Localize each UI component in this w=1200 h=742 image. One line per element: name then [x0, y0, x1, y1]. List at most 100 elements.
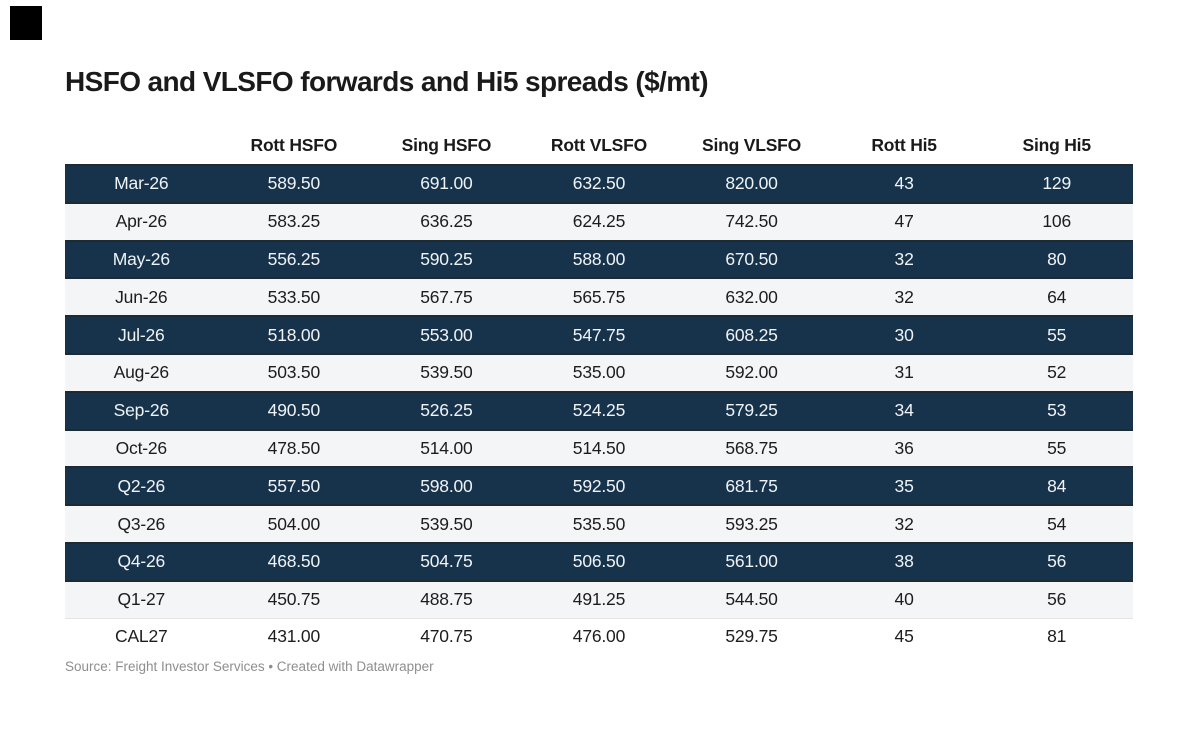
value-cell: 56	[980, 541, 1133, 582]
value-cell: 526.25	[370, 390, 523, 431]
table-row: Jun-26 533.50 567.75 565.75 632.00 32 64	[65, 278, 1133, 317]
value-cell: 64	[980, 278, 1133, 317]
value-cell: 106	[980, 202, 1133, 241]
table-row: Aug-26 503.50 539.50 535.00 592.00 31 52	[65, 353, 1133, 392]
row-label: Jun-26	[65, 278, 218, 317]
column-header: Sing Hi5	[1022, 134, 1091, 155]
column-header: Rott Hi5	[871, 134, 937, 155]
value-cell: 490.50	[217, 390, 371, 431]
value-cell: 38	[827, 541, 981, 582]
value-cell: 491.25	[522, 580, 676, 619]
value-cell: 567.75	[370, 278, 523, 317]
value-cell: 598.00	[370, 466, 523, 507]
table-header: Rott HSFO Sing HSFO Rott VLSFO Sing VLSFO Ro…	[65, 126, 1133, 165]
value-cell: 681.75	[675, 466, 828, 507]
value-cell: 535.50	[522, 505, 676, 543]
value-cell: 514.00	[370, 429, 523, 468]
value-cell: 568.75	[675, 429, 828, 468]
column-header	[65, 126, 218, 165]
table-row: Q2-26 557.50 598.00 592.50 681.75 35 84	[65, 466, 1133, 507]
header-row: Rott HSFO Sing HSFO Rott VLSFO Sing VLSFO Ro…	[65, 126, 1133, 165]
row-label: Q4-26	[65, 541, 218, 582]
row-label: Mar-26	[65, 164, 218, 204]
table-row: Mar-26 589.50 691.00 632.50 820.00 43 129	[65, 164, 1133, 204]
value-cell: 431.00	[217, 617, 371, 655]
value-cell: 592.00	[675, 353, 828, 392]
value-cell: 470.75	[370, 617, 523, 655]
value-cell: 450.75	[217, 580, 371, 619]
page-title: HSFO and VLSFO forwards and Hi5 spreads …	[65, 66, 709, 97]
value-cell: 544.50	[675, 580, 828, 619]
row-label: Q2-26	[65, 466, 218, 507]
value-cell: 691.00	[370, 164, 523, 204]
corner-mark	[10, 6, 42, 40]
value-cell: 54	[980, 505, 1133, 543]
value-cell: 670.50	[675, 239, 828, 280]
value-cell: 547.75	[522, 315, 676, 355]
value-cell: 476.00	[522, 617, 676, 655]
row-label: Aug-26	[65, 353, 218, 392]
value-cell: 632.00	[675, 278, 828, 317]
value-cell: 84	[980, 466, 1133, 507]
row-label: Q3-26	[65, 505, 218, 543]
source-note: Source: Freight Investor Services • Crea…	[65, 659, 434, 674]
value-cell: 632.50	[522, 164, 676, 204]
value-cell: 81	[980, 617, 1133, 655]
value-cell: 524.25	[522, 390, 676, 431]
value-cell: 129	[980, 164, 1133, 204]
forwards-table: Rott HSFO Sing HSFO Rott VLSFO Sing VLSFO Ro…	[65, 126, 1133, 655]
value-cell: 518.00	[217, 315, 371, 355]
column-header: Rott HSFO	[250, 134, 338, 155]
value-cell: 52	[980, 353, 1133, 392]
table-row: Sep-26 490.50 526.25 524.25 579.25 34 53	[65, 390, 1133, 431]
row-label: Sep-26	[65, 390, 218, 431]
value-cell: 506.50	[522, 541, 676, 582]
value-cell: 624.25	[522, 202, 676, 241]
column-header: Sing HSFO	[401, 134, 492, 155]
table-row: Q3-26 504.00 539.50 535.50 593.25 32 54	[65, 505, 1133, 543]
value-cell: 742.50	[675, 202, 828, 241]
row-label: Oct-26	[65, 429, 218, 468]
value-cell: 504.75	[370, 541, 523, 582]
table-body: Mar-26 589.50 691.00 632.50 820.00 43 129 Apr-2…	[65, 164, 1133, 655]
value-cell: 55	[980, 315, 1133, 355]
value-cell: 478.50	[217, 429, 371, 468]
value-cell: 583.25	[217, 202, 371, 241]
value-cell: 539.50	[370, 505, 523, 543]
value-cell: 45	[827, 617, 981, 655]
chart-container: HSFO and VLSFO forwards and Hi5 spreads …	[65, 66, 1133, 655]
value-cell: 593.25	[675, 505, 828, 543]
row-label: Q1-27	[65, 580, 218, 619]
row-label: Apr-26	[65, 202, 218, 241]
value-cell: 565.75	[522, 278, 676, 317]
column-header: Sing VLSFO	[701, 134, 802, 155]
value-cell: 34	[827, 390, 981, 431]
value-cell: 30	[827, 315, 981, 355]
value-cell: 561.00	[675, 541, 828, 582]
table-row: Apr-26 583.25 636.25 624.25 742.50 47 106	[65, 202, 1133, 241]
value-cell: 589.50	[217, 164, 371, 204]
value-cell: 47	[827, 202, 981, 241]
value-cell: 32	[827, 505, 981, 543]
value-cell: 32	[827, 239, 981, 280]
value-cell: 56	[980, 580, 1133, 619]
value-cell: 533.50	[217, 278, 371, 317]
row-label: Jul-26	[65, 315, 218, 355]
row-label: May-26	[65, 239, 218, 280]
value-cell: 488.75	[370, 580, 523, 619]
value-cell: 514.50	[522, 429, 676, 468]
value-cell: 36	[827, 429, 981, 468]
value-cell: 31	[827, 353, 981, 392]
value-cell: 553.00	[370, 315, 523, 355]
value-cell: 579.25	[675, 390, 828, 431]
table-row: Jul-26 518.00 553.00 547.75 608.25 30 55	[65, 315, 1133, 355]
table-row: May-26 556.25 590.25 588.00 670.50 32 80	[65, 239, 1133, 280]
value-cell: 535.00	[522, 353, 676, 392]
value-cell: 503.50	[217, 353, 371, 392]
value-cell: 80	[980, 239, 1133, 280]
value-cell: 636.25	[370, 202, 523, 241]
value-cell: 55	[980, 429, 1133, 468]
value-cell: 53	[980, 390, 1133, 431]
column-header: Rott VLSFO	[550, 134, 648, 155]
table-row: Q4-26 468.50 504.75 506.50 561.00 38 56	[65, 541, 1133, 582]
